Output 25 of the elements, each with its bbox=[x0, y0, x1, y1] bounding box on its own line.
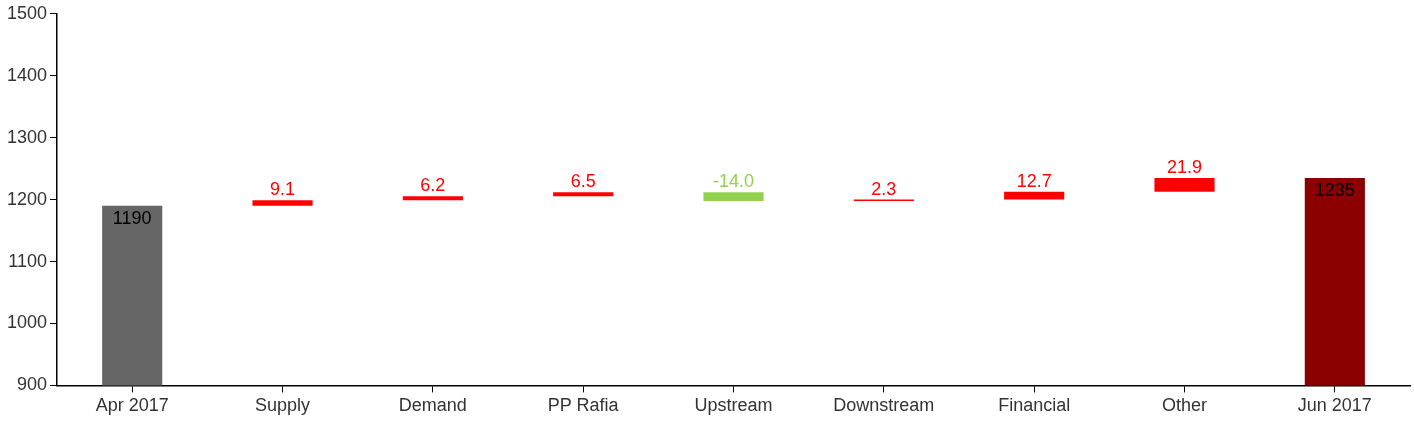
x-tick-label: Apr 2017 bbox=[95, 395, 169, 416]
data-label: 12.7 bbox=[1016, 170, 1052, 191]
data-label: 1190 bbox=[112, 207, 152, 228]
x-tick-label: Supply bbox=[255, 395, 311, 416]
y-tick-label: 1300 bbox=[7, 126, 48, 147]
y-tick-label: 1500 bbox=[7, 2, 48, 23]
y-tick-label: 1400 bbox=[7, 64, 48, 85]
y-tick-label: 1200 bbox=[7, 188, 48, 209]
y-tick-label: 1000 bbox=[7, 312, 48, 333]
x-tick-label: Downstream bbox=[833, 395, 935, 416]
x-tick-label: Other bbox=[1161, 395, 1208, 416]
x-tick-label: PP Rafia bbox=[547, 395, 620, 416]
data-label: 6.2 bbox=[420, 175, 446, 196]
x-tick-label: Upstream bbox=[694, 395, 773, 416]
x-tick-label: Demand bbox=[398, 395, 467, 416]
y-tick-label: 1100 bbox=[8, 250, 48, 271]
data-label: 1235 bbox=[1314, 179, 1355, 200]
data-label: 21.9 bbox=[1166, 157, 1203, 178]
data-label: 9.1 bbox=[270, 179, 296, 200]
x-tick-label: Jun 2017 bbox=[1297, 395, 1372, 416]
y-tick-label: 900 bbox=[17, 374, 48, 395]
data-label: 6.5 bbox=[570, 171, 596, 192]
data-label: -14.0 bbox=[713, 171, 755, 192]
x-tick-label: Financial bbox=[998, 395, 1071, 416]
data-label: 2.3 bbox=[871, 178, 897, 199]
